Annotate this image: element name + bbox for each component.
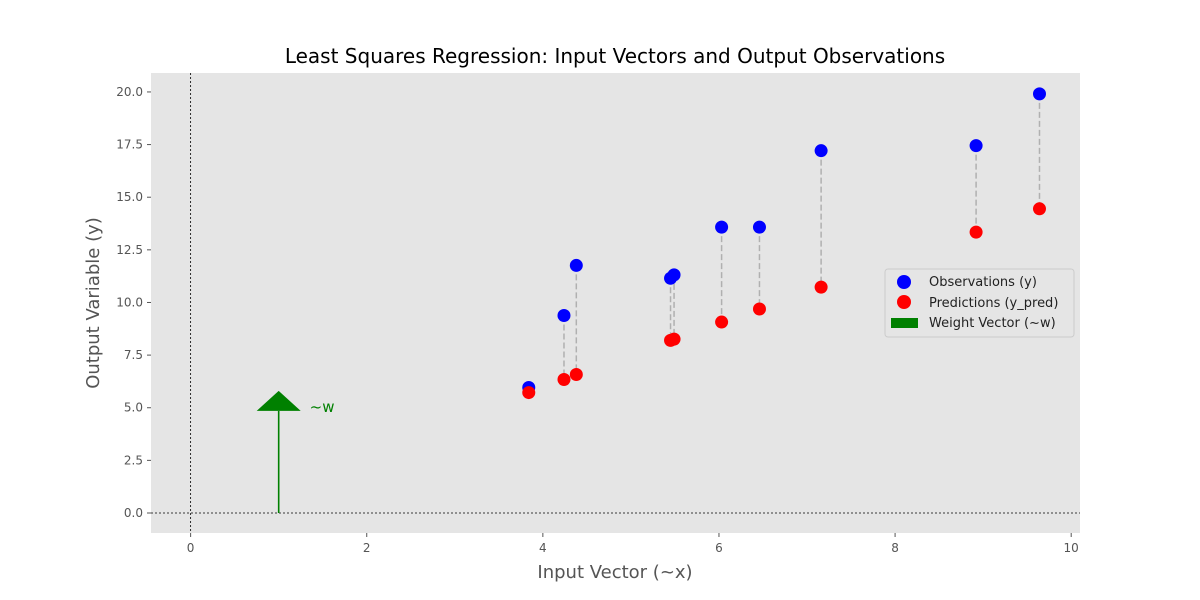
prediction-point xyxy=(557,373,571,387)
prediction-point xyxy=(1032,202,1046,216)
legend-predictions-label: Predictions (y_pred) xyxy=(929,296,1058,311)
y-tick-label: 17.5 xyxy=(116,138,143,152)
observation-point xyxy=(557,309,571,323)
x-axis-label: Input Vector (~x) xyxy=(537,562,692,583)
x-tick-label: 4 xyxy=(539,541,547,555)
weight-vector: ~w xyxy=(256,390,335,513)
chart-title: Least Squares Regression: Input Vectors … xyxy=(285,44,945,68)
y-tick-label: 0.0 xyxy=(124,506,143,520)
legend-observations-marker xyxy=(897,275,911,289)
y-tick-label: 5.0 xyxy=(124,401,143,415)
weight-vector-arrowhead xyxy=(256,390,301,411)
prediction-point xyxy=(667,332,681,346)
legend-weight-label: Weight Vector (~w) xyxy=(929,316,1056,331)
prediction-point xyxy=(752,302,766,316)
legend-predictions-marker xyxy=(897,295,911,309)
observation-point xyxy=(969,139,983,153)
x-tick-label: 10 xyxy=(1064,541,1079,555)
observation-point xyxy=(814,144,828,158)
legend: Observations (y) Predictions (y_pred) Weig… xyxy=(884,268,1075,338)
observation-point xyxy=(569,258,583,272)
prediction-point xyxy=(569,367,583,381)
observation-point xyxy=(715,220,729,234)
y-axis-label: Output Variable (y) xyxy=(83,217,104,389)
observation-point xyxy=(752,220,766,234)
weight-vector-label: ~w xyxy=(310,398,335,416)
legend-box xyxy=(884,268,1075,338)
x-tick-label: 8 xyxy=(891,541,899,555)
x-tick-label: 6 xyxy=(715,541,723,555)
prediction-point xyxy=(814,280,828,294)
x-tick-label: 2 xyxy=(363,541,371,555)
y-tick-label: 7.5 xyxy=(124,348,143,362)
data-points xyxy=(522,87,1046,400)
prediction-point xyxy=(715,315,729,329)
observation-point xyxy=(667,268,681,282)
y-tick-label: 12.5 xyxy=(116,243,143,257)
legend-observations-label: Observations (y) xyxy=(929,275,1037,290)
y-tick-label: 20.0 xyxy=(116,85,143,99)
prediction-point xyxy=(522,386,536,400)
axis-ticks: 0 2 4 6 8 10 0.0 2.5 5.0 7.5 10.0 12.5 15.0 17.5 20.0 xyxy=(116,85,1079,555)
reference-lines xyxy=(151,73,1080,533)
y-tick-label: 10.0 xyxy=(116,295,143,309)
y-tick-label: 15.0 xyxy=(116,190,143,204)
legend-weight-marker xyxy=(891,318,918,328)
prediction-point xyxy=(969,225,983,239)
x-tick-label: 0 xyxy=(187,541,195,555)
y-tick-label: 2.5 xyxy=(124,453,143,467)
observation-point xyxy=(1032,87,1046,101)
